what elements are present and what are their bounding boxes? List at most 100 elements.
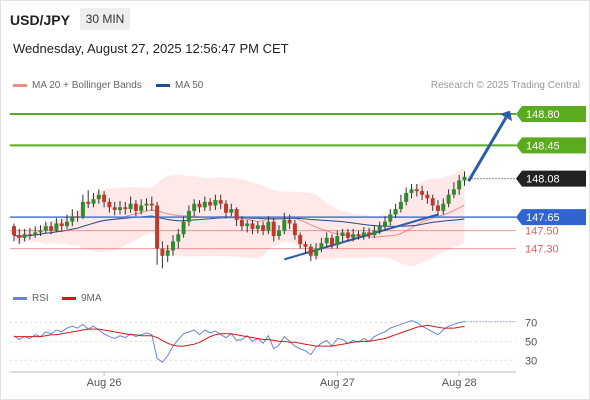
candle [27,227,32,240]
candle [340,228,345,242]
candle-body [229,209,234,213]
candle-body [351,234,356,238]
candle [149,196,154,211]
candle [425,191,430,204]
candle-body [112,207,117,210]
candle-body [303,244,308,247]
candle-body [107,201,112,208]
candle-body [12,226,16,236]
ma50-legend: MA 50 [156,80,203,91]
candle-body [398,201,403,210]
candle-body [43,226,48,231]
candle-body [128,203,133,210]
candle-body [54,223,59,231]
candle [33,226,38,238]
candle [271,218,276,242]
candle [446,189,451,208]
candle [457,174,462,195]
candle-body [308,246,313,256]
candle-body [335,236,340,245]
candle-body [436,205,440,211]
ma20-swatch [13,84,27,87]
candle-body [38,230,43,233]
candle-body [70,216,75,222]
candle-body [340,232,345,237]
candle [123,201,128,215]
candle [176,228,181,249]
candle [86,190,91,209]
candle [43,221,48,234]
candle [287,214,292,229]
candle [102,191,107,208]
candle [186,205,191,227]
candle-body [414,189,419,192]
candle-body [65,221,69,227]
rsi-ma-legend-label: 9MA [81,293,102,304]
candle-body [420,191,425,195]
candle [224,200,228,219]
pivot-price-label: 147.65 [526,212,560,224]
candle [441,198,446,215]
candle-body [292,223,297,236]
candle [213,194,218,210]
candle [388,209,393,226]
last-price-label: 148.08 [526,174,560,186]
candle-body [319,243,324,249]
candle-body [367,232,372,236]
candle [383,216,387,231]
rsi-tick-label: 50 [525,336,537,348]
candle [261,221,266,236]
candle-body [234,209,239,220]
candle [144,198,149,211]
support-label: 147.30 [525,244,559,256]
ma50-legend-label: MA 50 [175,80,204,91]
candle [91,192,96,208]
candle [314,243,319,260]
timeframe-badge[interactable]: 30 MIN [80,8,130,30]
ma20-legend-label: MA 20 + Bollinger Bands [32,80,142,91]
candle-body [250,223,255,229]
resistance-price-tag [516,137,586,154]
candle [197,200,202,213]
candle [266,216,271,235]
candle [112,201,117,216]
candle [292,219,297,240]
candle-body [446,194,451,204]
candle-body [133,203,138,211]
candle [303,241,308,254]
candle-body [165,250,170,256]
candle-body [261,225,266,231]
candle-body [404,192,409,202]
x-tick-label: Aug 26 [87,377,122,389]
candle-body [330,237,334,245]
candle-body [86,201,91,204]
candle-body [383,221,387,227]
x-tick-label: Aug 27 [320,377,355,389]
candle [80,194,85,219]
candle-body [218,200,223,204]
candle [404,187,409,206]
candle [239,216,244,231]
candle-body [197,203,202,208]
candle [202,196,207,211]
candle-body [255,225,260,229]
candle-body [441,203,446,211]
candle [345,228,350,242]
candle [319,237,324,253]
candle-body [102,194,107,202]
candle [139,199,144,215]
candle-body [451,189,456,195]
candle [361,227,366,240]
candles [12,171,467,269]
candle-body [27,234,32,236]
candle-body [430,198,435,206]
candle [38,225,43,237]
candle [17,228,22,245]
candle-body [377,226,382,231]
candle [335,230,340,249]
candle-body [91,199,96,204]
candle [234,207,239,227]
candle-body [123,207,128,210]
candle [255,221,260,234]
